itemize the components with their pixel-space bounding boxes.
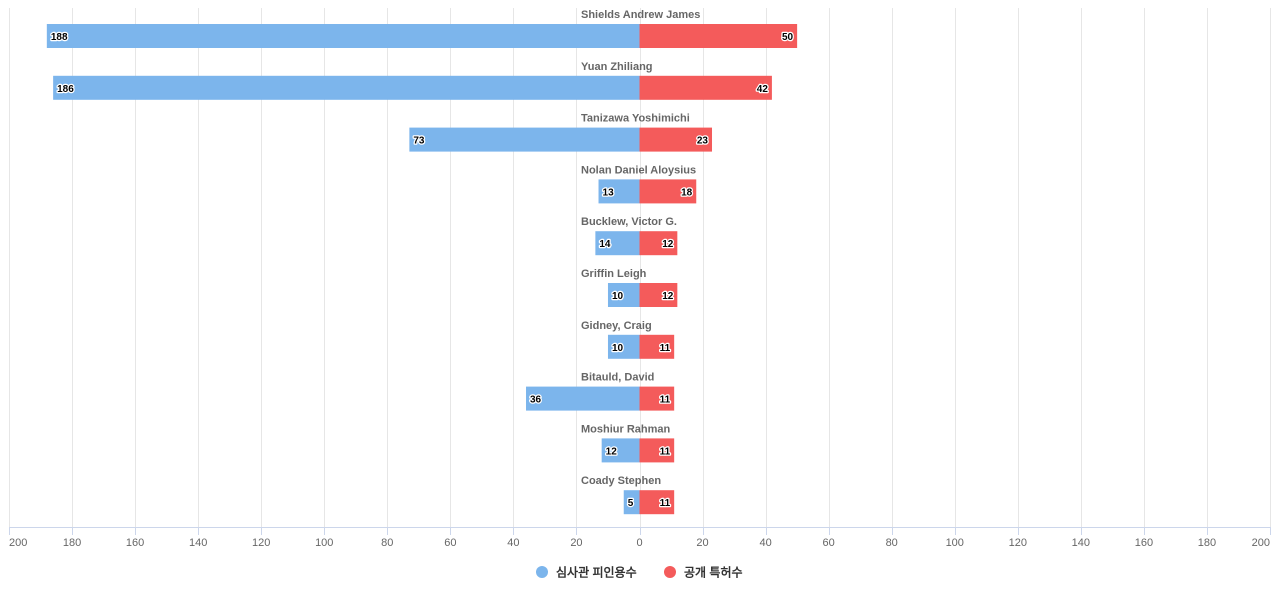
legend-item-1[interactable]: 공개 특허수 [664, 565, 743, 580]
data-label-left-1: 186 [57, 84, 74, 95]
tick-label-11: 20 [696, 537, 708, 549]
tick-label-7: 60 [444, 537, 456, 549]
tick-label-2: 160 [126, 537, 144, 549]
category-label-2: Tanizawa Yoshimichi [581, 113, 690, 125]
bar-left-0 [46, 24, 640, 48]
category-label-0: Shields Andrew James [581, 9, 700, 21]
x-axis: 200 180 160 140 120 100 80 60 40 20 0 20 40 60 80 100 12… [9, 527, 1271, 549]
bar-left-4 [595, 231, 640, 256]
data-label-left-3: 13 [603, 187, 615, 198]
tick-label-9: 20 [570, 537, 582, 549]
bar-left-2 [409, 127, 640, 152]
bar-right-1 [639, 75, 772, 100]
data-label-right-3: 18 [681, 187, 693, 198]
tick-label-4: 120 [252, 537, 270, 549]
category-label-7: Bitauld, David [581, 372, 654, 384]
bar-right-2 [639, 127, 713, 152]
data-label-right-7: 11 [660, 395, 671, 406]
category-label-6: Gidney, Craig [581, 320, 652, 332]
data-label-left-7: 36 [530, 395, 542, 406]
bar-left-5 [607, 283, 640, 307]
legend[interactable]: 심사관 피인용수 공개 특허수 [536, 565, 743, 580]
data-label-left-5: 10 [612, 291, 624, 302]
data-label-left-4: 14 [599, 239, 611, 250]
legend-item-0[interactable]: 심사관 피인용수 [536, 565, 637, 580]
tick-label-0: 200 [9, 537, 27, 549]
bar-left-1 [53, 75, 640, 100]
data-label-right-8: 11 [660, 446, 671, 457]
tick-label-5: 100 [315, 537, 333, 549]
data-label-right-4: 12 [662, 239, 674, 250]
data-label-right-9: 11 [660, 498, 671, 509]
tick-label-16: 120 [1009, 537, 1027, 549]
data-label-right-5: 12 [662, 291, 674, 302]
bar-right-7 [639, 386, 675, 411]
bar-right-5 [639, 283, 678, 307]
tick-label-18: 160 [1135, 537, 1153, 549]
category-label-3: Nolan Daniel Aloysius [581, 164, 696, 176]
bar-right-4 [639, 231, 678, 256]
category-label-4: Bucklew, Victor G. [581, 216, 677, 228]
data-label-right-2: 23 [697, 136, 709, 147]
bar-right-9 [639, 490, 675, 515]
bars: 188 50 186 42 73 23 13 18 14 12 10 12 10 11 36 11 12 11 5 1… [46, 24, 798, 515]
tick-label-15: 100 [946, 537, 964, 549]
data-label-left-8: 12 [606, 446, 618, 457]
bar-right-6 [639, 334, 675, 359]
data-label-left-0: 188 [51, 32, 68, 43]
category-label-8: Moshiur Rahman [581, 423, 671, 435]
bar-left-9 [623, 490, 640, 515]
bar-right-0 [639, 24, 798, 48]
data-label-right-6: 11 [660, 343, 671, 354]
tick-label-8: 40 [507, 537, 519, 549]
data-label-right-1: 42 [757, 84, 769, 95]
bar-right-8 [639, 438, 675, 463]
category-label-9: Coady Stephen [581, 475, 661, 487]
tick-label-13: 60 [823, 537, 835, 549]
data-label-left-2: 73 [413, 136, 425, 147]
tick-label-14: 80 [886, 537, 898, 549]
tick-label-20: 200 [1252, 537, 1270, 549]
tick-label-1: 180 [63, 537, 81, 549]
category-label-1: Yuan Zhiliang [581, 61, 653, 73]
legend-label-1: 공개 특허수 [684, 565, 743, 580]
tick-label-6: 80 [381, 537, 393, 549]
legend-label-0: 심사관 피인용수 [556, 565, 637, 580]
tick-label-3: 140 [189, 537, 207, 549]
category-label-5: Griffin Leigh [581, 268, 647, 280]
data-label-left-6: 10 [612, 343, 624, 354]
tick-label-12: 40 [759, 537, 771, 549]
category-labels: Shields Andrew James Yuan Zhiliang Tanizaw… [581, 9, 700, 487]
legend-marker-1 [664, 566, 676, 578]
bar-left-8 [601, 438, 640, 463]
bar-left-7 [526, 386, 640, 411]
bar-right-3 [639, 179, 697, 204]
bar-left-6 [607, 334, 640, 359]
data-label-left-9: 5 [628, 498, 634, 509]
tick-label-10: 0 [636, 537, 642, 549]
bar-left-3 [598, 179, 640, 204]
legend-marker-0 [536, 566, 548, 578]
tick-label-19: 180 [1198, 537, 1216, 549]
tick-label-17: 140 [1072, 537, 1090, 549]
data-label-right-0: 50 [782, 32, 794, 43]
